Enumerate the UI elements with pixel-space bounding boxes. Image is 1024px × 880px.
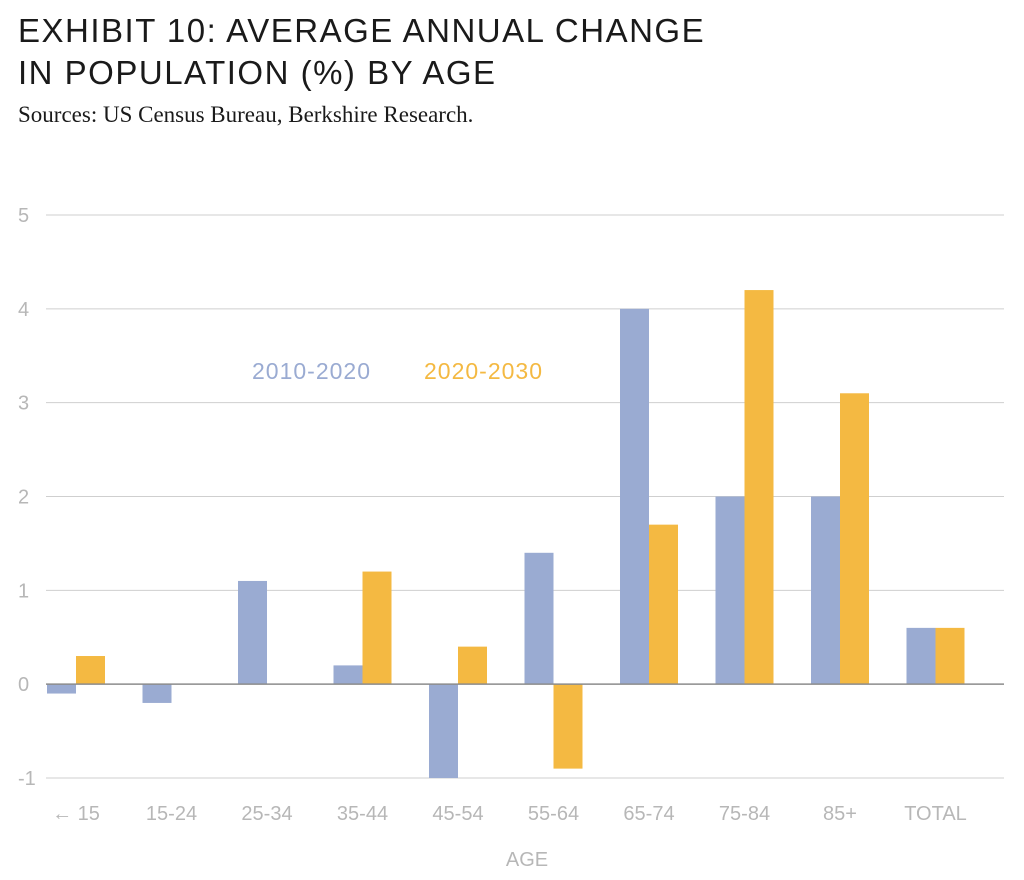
x-tick-label: 35-44 bbox=[337, 803, 388, 825]
chart-subtitle: Sources: US Census Bureau, Berkshire Res… bbox=[18, 102, 474, 127]
x-tick-label: 75-84 bbox=[719, 803, 770, 825]
bar-series-1-75-84 bbox=[715, 496, 745, 685]
bar-series-1-← 15 bbox=[47, 684, 76, 694]
legend: 2010-2020 2020-2030 bbox=[252, 358, 543, 384]
bar-series-1-45-54 bbox=[429, 684, 458, 778]
bar-series-1-15-24 bbox=[142, 684, 172, 703]
y-tick-label: 5 bbox=[18, 205, 29, 227]
x-axis-ticks: ← 15 15-24 25-34 35-44 45-54 55-64 65-74 75-84 8… bbox=[52, 803, 967, 825]
x-tick-label: 45-54 bbox=[432, 803, 483, 825]
bar-series-1-25-34 bbox=[238, 580, 267, 685]
chart-title-line-1: EXHIBIT 10: AVERAGE ANNUAL CHANGE bbox=[18, 12, 706, 49]
chart-title: EXHIBIT 10: AVERAGE ANNUAL CHANGE IN POP… bbox=[18, 10, 705, 94]
bar-series-1-55-64 bbox=[524, 552, 554, 685]
x-axis-label: AGE bbox=[506, 849, 548, 871]
x-tick-label: 65-74 bbox=[623, 803, 674, 825]
y-tick-label: 2 bbox=[18, 487, 29, 509]
x-tick-label: 55-64 bbox=[528, 803, 579, 825]
bar-series-2-85+ bbox=[840, 393, 869, 685]
chart-title-line-2: IN POPULATION (%) BY AGE bbox=[18, 54, 497, 91]
y-tick-label: 1 bbox=[18, 580, 29, 602]
bar-series-1-85+ bbox=[811, 496, 840, 685]
bar-series-2-65-74 bbox=[649, 524, 678, 685]
bar-series-2-45-54 bbox=[458, 646, 487, 685]
y-tick-label: 0 bbox=[18, 674, 29, 696]
y-tick-label: -1 bbox=[18, 768, 36, 790]
legend-entry-1: 2010-2020 bbox=[252, 358, 371, 384]
bar-series-2-← 15 bbox=[76, 656, 105, 685]
y-axis-ticks: -1 0 1 2 3 4 5 bbox=[18, 205, 36, 790]
x-tick-label: 25-34 bbox=[241, 803, 292, 825]
x-tick-label: ← 15 bbox=[52, 803, 100, 825]
y-tick-label: 3 bbox=[18, 393, 29, 415]
legend-entry-2: 2020-2030 bbox=[424, 358, 543, 384]
x-tick-label: TOTAL bbox=[904, 803, 967, 825]
bar-series-1-TOTAL bbox=[906, 627, 936, 685]
bar-series-2-TOTAL bbox=[935, 627, 965, 685]
bar-series-2-55-64 bbox=[553, 684, 583, 769]
bar-series-2-75-84 bbox=[744, 290, 774, 685]
bar-series-1-65-74 bbox=[620, 308, 649, 685]
x-tick-label: 85+ bbox=[823, 803, 857, 825]
x-tick-label: 15-24 bbox=[146, 803, 197, 825]
bar-series-2-35-44 bbox=[362, 571, 392, 685]
y-tick-label: 4 bbox=[18, 299, 29, 321]
bar-layer bbox=[47, 290, 965, 778]
bar-series-1-35-44 bbox=[333, 665, 363, 685]
